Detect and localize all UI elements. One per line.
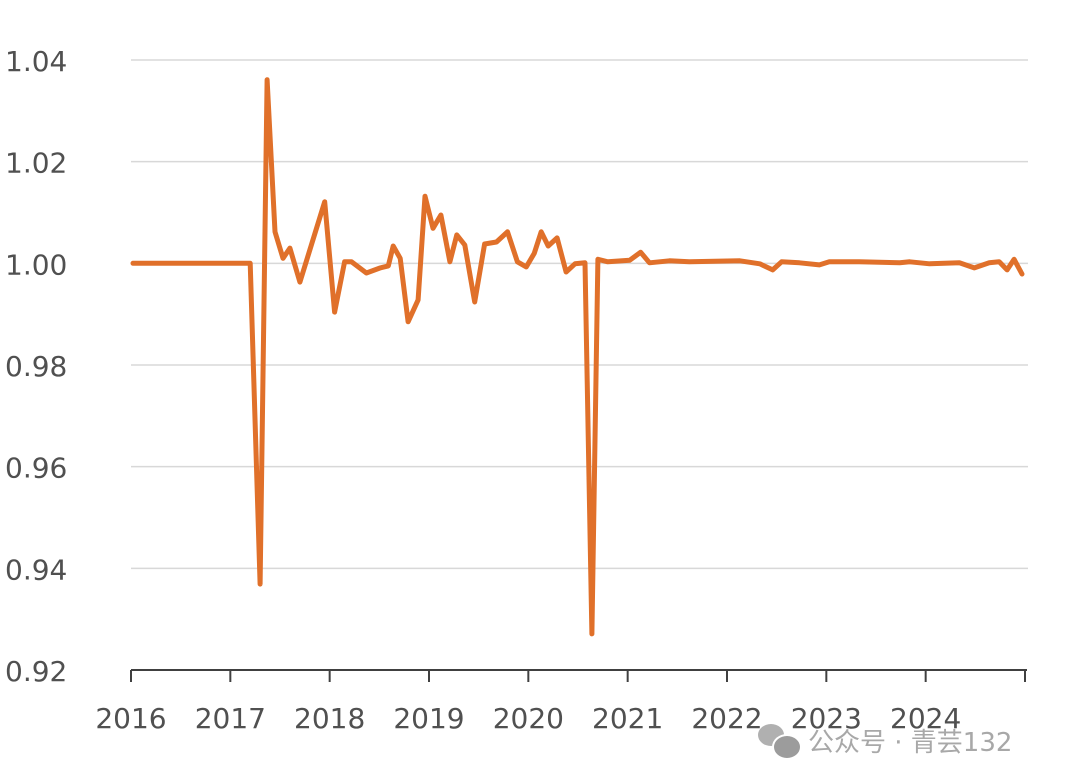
x-tick-label: 2020 — [493, 702, 564, 735]
x-tick-label: 2024 — [890, 702, 961, 735]
x-tick-label: 2017 — [195, 702, 266, 735]
x-tick-label: 2021 — [592, 702, 663, 735]
x-tick-label: 2018 — [294, 702, 365, 735]
y-tick-label: 1.00 — [5, 248, 67, 281]
y-tick-label: 0.98 — [5, 350, 67, 383]
y-tick-label: 1.02 — [5, 147, 67, 180]
x-tick-label: 2016 — [95, 702, 166, 735]
series-line — [130, 77, 1025, 637]
x-tick-label: 2023 — [791, 702, 862, 735]
wechat-icon — [758, 723, 802, 760]
y-tick-label: 0.94 — [5, 553, 67, 586]
y-tick-label: 1.04 — [5, 45, 67, 78]
y-tick-label: 0.96 — [5, 452, 67, 485]
x-tick-label: 2019 — [393, 702, 464, 735]
watermark-text: 公众号 · 青芸132 — [808, 728, 1013, 758]
y-tick-label: 0.92 — [5, 655, 67, 688]
x-tick-label: 2022 — [691, 702, 762, 735]
watermark: 公众号 · 青芸132 — [758, 722, 1013, 760]
